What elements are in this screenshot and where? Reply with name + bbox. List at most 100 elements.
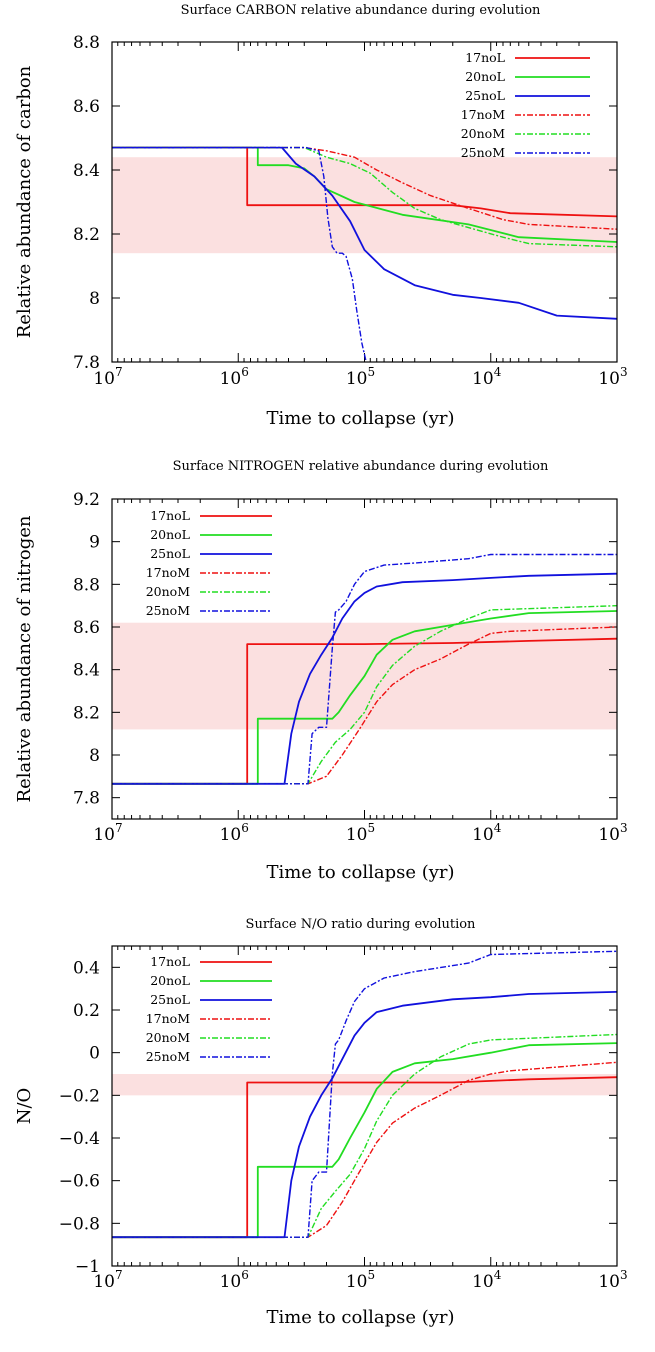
legend-label-20noL: 20noL (150, 527, 190, 542)
x-tick-label: 107 (93, 1268, 122, 1292)
series-line-20noL (112, 1042, 617, 1239)
series-line-25noM (112, 146, 367, 362)
x-tick-exponent: 4 (494, 365, 502, 379)
legend-label-25noL: 25noL (150, 992, 190, 1007)
y-tick-label: 8.6 (73, 618, 100, 638)
series-line-20noL (112, 610, 617, 785)
x-tick-base: 10 (472, 825, 494, 845)
series-line-25noL (112, 146, 617, 320)
chart-title: Surface CARBON relative abundance during… (181, 3, 541, 18)
legend-label-17noM: 17noM (146, 565, 190, 580)
x-tick-base: 10 (346, 825, 368, 845)
legend-label-20noM: 20noM (146, 584, 190, 599)
series-line-17noL (112, 146, 617, 218)
x-tick-label: 106 (220, 365, 249, 389)
x-tick-exponent: 4 (494, 821, 502, 835)
y-tick-label: 8.2 (73, 703, 100, 723)
x-tick-exponent: 3 (620, 365, 628, 379)
series-line-17noM (112, 146, 617, 230)
legend-label-20noM: 20noM (461, 126, 505, 141)
x-tick-label: 103 (598, 821, 627, 845)
y-tick-label: 9.2 (73, 490, 100, 510)
y-axis-label: N/O (14, 1088, 35, 1125)
x-tick-base: 10 (93, 369, 115, 389)
x-tick-exponent: 5 (368, 1268, 376, 1282)
series-line-17noM (112, 626, 617, 785)
chart-title: Surface NITROGEN relative abundance duri… (173, 459, 549, 474)
x-tick-label: 104 (472, 365, 502, 389)
legend-label-25noM: 25noM (146, 1049, 190, 1064)
y-tick-label: 8.4 (73, 161, 100, 181)
legend-label-17noL: 17noL (465, 50, 505, 65)
y-tick-label: 8.4 (73, 661, 100, 681)
observed-range-band (112, 1074, 617, 1096)
y-tick-label: 8 (89, 289, 100, 309)
legend-label-20noL: 20noL (150, 973, 190, 988)
x-tick-base: 10 (220, 1272, 242, 1292)
x-tick-label: 104 (472, 821, 502, 845)
x-tick-base: 10 (220, 825, 242, 845)
legend-label-20noM: 20noM (146, 1030, 190, 1045)
series-line-25noM (112, 553, 617, 785)
x-axis-label: Time to collapse (yr) (266, 408, 454, 429)
x-tick-base: 10 (346, 1272, 368, 1292)
y-tick-label: 9 (89, 533, 100, 553)
y-tick-label: 7.8 (73, 353, 100, 373)
legend-label-25noL: 25noL (150, 546, 190, 561)
x-axis-label: Time to collapse (yr) (266, 1307, 454, 1328)
x-tick-label: 105 (346, 1268, 375, 1292)
series-line-25noM (112, 950, 617, 1238)
x-tick-label: 107 (93, 365, 122, 389)
plot-frame (111, 498, 618, 820)
legend-label-20noL: 20noL (465, 69, 505, 84)
y-axis-label: Relative abundance of nitrogen (14, 515, 35, 802)
x-tick-exponent: 6 (241, 821, 249, 835)
x-tick-label: 105 (346, 365, 375, 389)
legend-label-17noM: 17noM (146, 1011, 190, 1026)
x-tick-label: 103 (598, 365, 627, 389)
x-tick-exponent: 7 (115, 365, 123, 379)
x-tick-label: 106 (220, 1268, 249, 1292)
x-tick-exponent: 5 (368, 821, 376, 835)
y-tick-label: 8.6 (73, 97, 100, 117)
nitrogen-panel: Surface NITROGEN relative abundance duri… (14, 459, 628, 883)
y-tick-label: −1 (75, 1257, 100, 1277)
x-tick-base: 10 (346, 369, 368, 389)
legend-label-17noL: 17noL (150, 954, 190, 969)
x-tick-base: 10 (93, 825, 115, 845)
x-axis-label: Time to collapse (yr) (266, 862, 454, 883)
x-tick-exponent: 7 (115, 1268, 123, 1282)
y-tick-label: −0.8 (59, 1214, 100, 1234)
x-tick-label: 107 (93, 821, 122, 845)
series-line-17noM (112, 1061, 617, 1238)
y-tick-label: 0.4 (73, 958, 100, 978)
legend-label-25noM: 25noM (146, 603, 190, 618)
series-line-25noL (112, 991, 617, 1239)
plot-frame (111, 945, 618, 1267)
series-line-25noL (112, 572, 617, 785)
series-line-20noM (112, 146, 617, 248)
y-tick-label: 0.2 (73, 1001, 100, 1021)
y-tick-label: 8.2 (73, 225, 100, 245)
x-tick-label: 106 (220, 821, 249, 845)
x-tick-base: 10 (472, 369, 494, 389)
legend-label-25noM: 25noM (461, 145, 505, 160)
x-tick-label: 103 (598, 1268, 627, 1292)
x-tick-label: 105 (346, 821, 375, 845)
carbon-panel: Surface CARBON relative abundance during… (14, 3, 628, 429)
x-tick-exponent: 5 (368, 365, 376, 379)
x-tick-base: 10 (598, 1272, 620, 1292)
legend-label-17noL: 17noL (150, 508, 190, 523)
n-o-ratio-panel: Surface N/O ratio during evolution −1 −0.8… (14, 917, 628, 1328)
y-tick-label: 8 (89, 746, 100, 766)
x-tick-base: 10 (598, 825, 620, 845)
x-tick-base: 10 (93, 1272, 115, 1292)
y-tick-label: −0.6 (59, 1172, 100, 1192)
x-tick-base: 10 (220, 369, 242, 389)
x-tick-base: 10 (598, 369, 620, 389)
y-tick-label: 8.8 (73, 33, 100, 53)
y-axis-label: Relative abundance of carbon (14, 65, 35, 338)
x-tick-base: 10 (472, 1272, 494, 1292)
x-tick-exponent: 6 (241, 365, 249, 379)
